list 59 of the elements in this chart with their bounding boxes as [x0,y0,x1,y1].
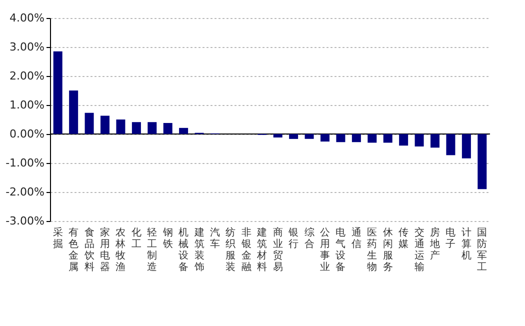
x-tick-label: 食品饮料 [83,226,94,273]
bar [53,51,62,134]
bar [132,122,141,134]
y-tick-label: 2.00% [10,70,44,82]
y-tick-label: -2.00% [6,186,44,198]
bar [100,116,110,134]
x-tick-label: 非银金融 [240,226,252,273]
x-tick-label: 建筑装饰 [193,226,204,273]
bar [148,122,157,134]
x-tick-label: 医药生物 [367,228,378,273]
x-tick-label: 汽车 [210,226,220,250]
x-tick-label: 综合 [304,226,314,250]
x-tick-label: 商业贸易 [272,226,283,273]
x-tick-label: 计算机 [461,226,472,262]
bar [430,134,440,148]
bar [116,120,126,134]
x-tick-label: 银行 [288,228,299,250]
bar [179,128,188,134]
x-tick-label: 有色金属 [68,226,79,273]
x-tick-label: 化工 [131,226,142,250]
bar [368,134,377,143]
y-tick-label: 0.00% [10,128,44,140]
bar [320,134,330,142]
bar [69,90,78,134]
bar [399,134,408,146]
bar [478,134,487,190]
x-tick-label: 电子 [446,226,456,250]
x-tick-label: 轻工制造 [147,226,158,273]
x-tick-label: 家用电器 [100,226,110,273]
x-tick-label: 采掘 [52,226,63,250]
x-tick-label: 电气设备 [336,226,346,273]
x-tick-label: 传媒 [398,228,409,250]
bar [289,134,298,139]
bar [462,134,471,158]
x-tick-label: 休闲服务 [382,228,393,273]
y-tick-label: 1.00% [10,98,44,112]
bar [273,134,282,138]
bar [383,134,392,143]
bar [352,134,361,142]
x-tick-label: 建筑材料 [256,226,268,273]
y-tick-label: 4.00% [10,12,44,24]
x-tick-label: 通信 [351,226,362,250]
y-tick-label: 3.00% [10,40,44,54]
x-tick-label: 房地产 [429,226,440,262]
x-tick-label: 机械设备 [178,226,189,273]
y-tick-label: -3.00% [6,214,44,228]
bar [414,134,424,146]
bar [446,134,456,156]
bar [304,134,314,139]
bar [336,134,346,142]
x-tick-label: 公用事业 [320,226,330,273]
bar [163,122,172,134]
x-tick-label: 国防军工 [477,228,488,273]
x-tick-label: 纺织服装 [226,226,236,273]
y-tick-label: -1.00% [6,156,44,170]
x-tick-label: 钢铁 [162,228,173,250]
x-tick-label: 农林牧渔 [114,228,126,273]
bar [84,112,94,134]
x-tick-label: 交通运输 [414,226,424,273]
